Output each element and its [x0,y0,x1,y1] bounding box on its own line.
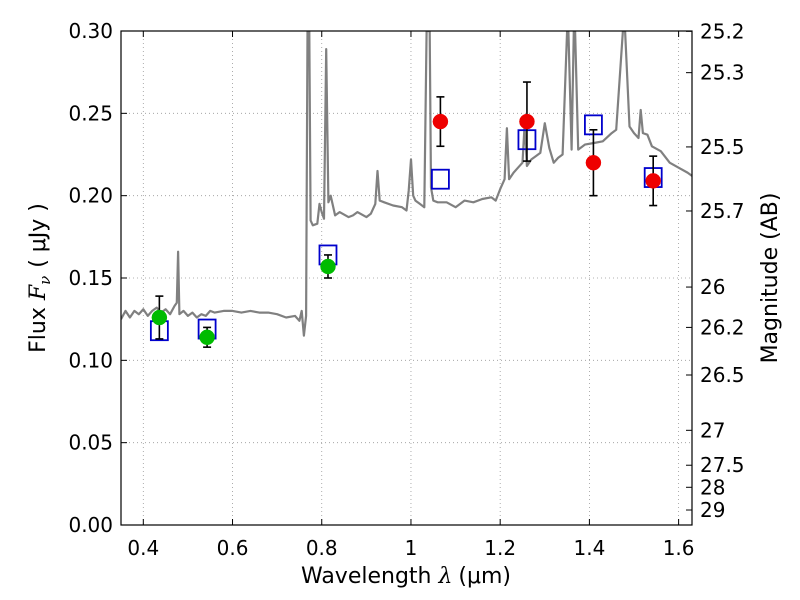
data-layer [121,31,692,348]
x-tick-label: 1.4 [573,536,605,560]
y-axis-label-prefix: Flux [26,300,51,353]
y-tick-label: 0.20 [68,184,113,208]
magnitude-tick-label: 29 [700,498,725,522]
x-tick-label: 1.6 [663,536,695,560]
y-tick-label: 0.00 [68,513,113,537]
x-axis-label: Wavelength λ (μm) [301,564,511,589]
x-axis-label-symbol: λ [437,564,452,589]
magnitude-tick-label: 28 [700,475,725,499]
observed-flux-point [519,113,535,130]
y-tick-label: 0.25 [68,101,113,125]
y-tick-label: 0.10 [68,348,113,372]
observed-flux-point [151,309,168,326]
magnitude-tick-label: 26 [700,275,725,299]
y-tick-label: 0.15 [68,266,113,290]
plot-frame [120,30,693,526]
x-tick-label: 0.8 [306,536,338,560]
model-photometry-square [431,168,450,190]
spectrum-line [121,31,692,337]
observed-flux-point [320,258,336,275]
y-axis-label-unit: ( μJy ) [26,203,51,268]
x-tick-label: 0.4 [127,536,159,560]
magnitude-tick-label: 27.5 [700,453,745,477]
magnitude-tick-label: 25.3 [700,61,745,85]
magnitude-tick-label: 26.2 [700,315,745,339]
x-axis-label-unit: (μm) [458,564,511,589]
magnitude-axis-label: Magnitude (AB) [758,193,783,364]
x-tick-label: 1.2 [484,536,516,560]
magnitude-tick-label: 26.5 [700,363,745,387]
y-axis-label-symbol: F [26,284,51,301]
magnitude-tick-label: 25.5 [700,135,745,159]
y-tick-label: 0.05 [68,431,113,455]
magnitude-tick-label: 25.2 [700,19,745,43]
magnitude-tick-label: 27 [700,418,725,442]
x-tick-label: 1 [405,536,418,560]
magnitude-tick-label: 25.7 [700,199,745,223]
ticks: 0.4 0.6 0.8 1 1.2 1.4 1.6 0.00 0.05 0.10 0.15 0.20 0… [68,19,744,560]
observed-flux-point [585,154,602,171]
y-tick-label: 0.30 [68,19,113,43]
observed-flux-point [199,329,215,346]
observed-flux-point [645,173,661,189]
grid [121,30,692,526]
y-axis-label-subscript: ν [36,276,54,285]
y-axis-label: Flux Fν ( μJy ) [26,203,54,353]
x-tick-label: 0.6 [217,536,249,560]
x-axis-label-prefix: Wavelength [301,564,439,589]
observed-flux-point [432,113,449,130]
